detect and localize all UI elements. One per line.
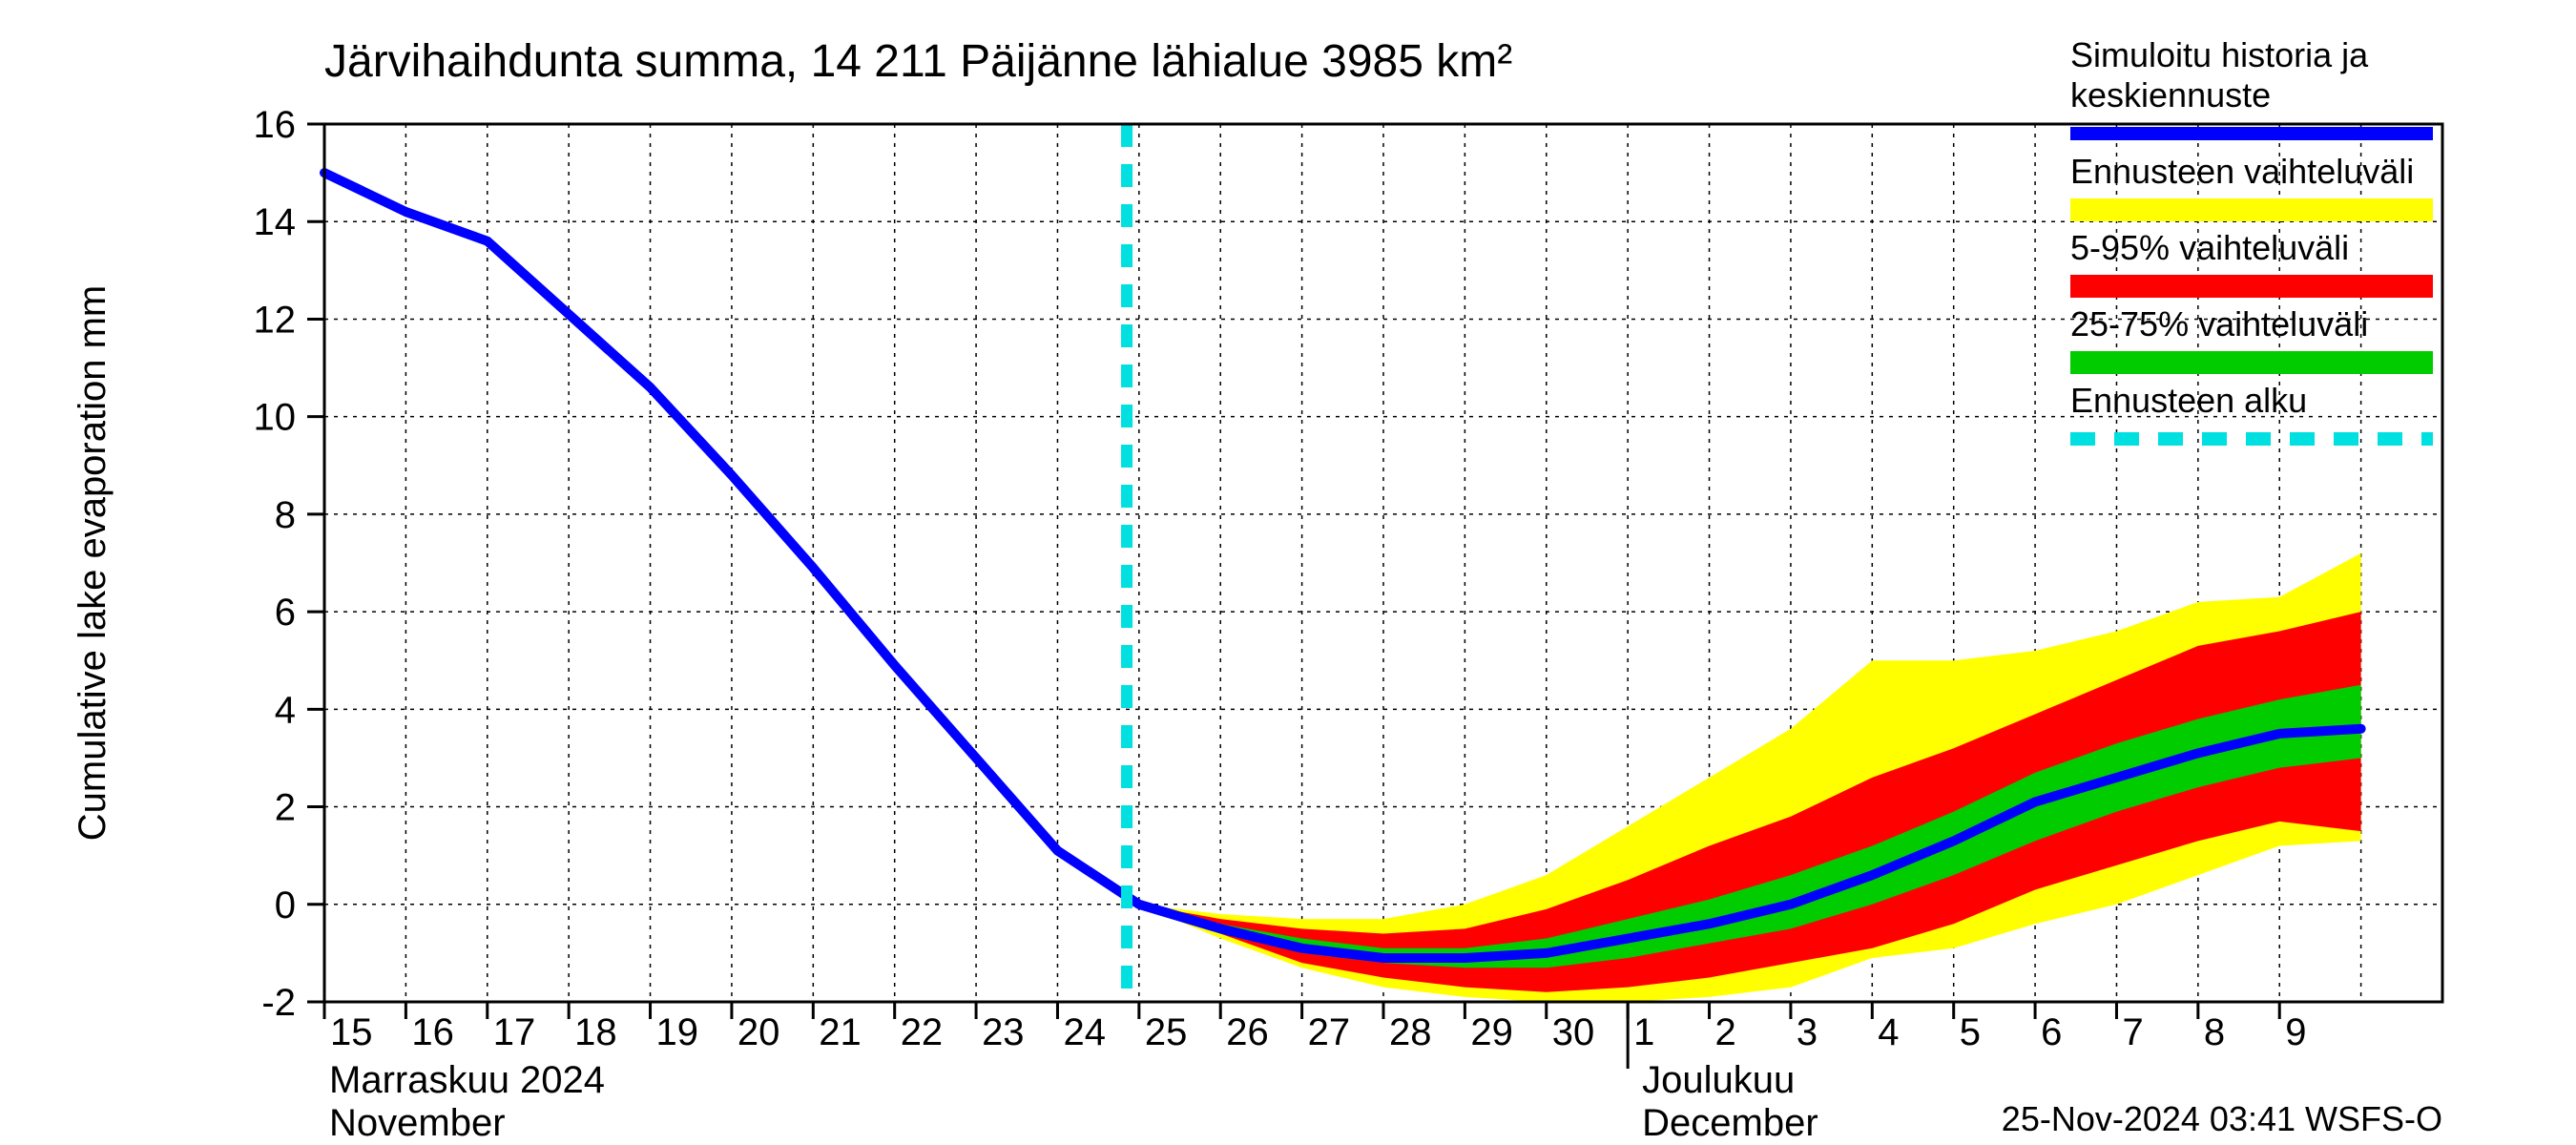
svg-text:12: 12 xyxy=(254,299,297,341)
x-tick-label: 4 xyxy=(1878,1011,1899,1053)
x-tick-label: 3 xyxy=(1797,1011,1818,1053)
svg-text:14: 14 xyxy=(254,201,297,243)
legend-swatch-box xyxy=(2070,351,2433,374)
x-tick-label: 16 xyxy=(411,1011,454,1053)
x-tick-label: 1 xyxy=(1633,1011,1654,1053)
x-tick-label: 27 xyxy=(1308,1011,1351,1053)
svg-text:0: 0 xyxy=(275,885,296,926)
x-tick-label: 25 xyxy=(1145,1011,1188,1053)
x-tick-label: 24 xyxy=(1063,1011,1106,1053)
x-tick-label: 8 xyxy=(2204,1011,2225,1053)
x-tick-label: 22 xyxy=(901,1011,944,1053)
month-label-left-bottom: November xyxy=(329,1102,506,1144)
x-tick-label: 29 xyxy=(1470,1011,1513,1053)
x-tick-label: 30 xyxy=(1552,1011,1595,1053)
legend-label: keskiennuste xyxy=(2070,75,2271,114)
x-tick-label: 21 xyxy=(819,1011,862,1053)
chart-svg: -202468101214161516171819202122232425262… xyxy=(0,0,2576,1145)
legend-label: 5-95% vaihteluväli xyxy=(2070,228,2349,267)
x-tick-label: 7 xyxy=(2122,1011,2143,1053)
svg-text:16: 16 xyxy=(254,104,297,146)
x-tick-label: 15 xyxy=(330,1011,373,1053)
x-tick-label: 20 xyxy=(737,1011,780,1053)
chart-container: -202468101214161516171819202122232425262… xyxy=(0,0,2576,1145)
svg-text:4: 4 xyxy=(275,689,296,731)
month-label-right-bottom: December xyxy=(1642,1102,1818,1144)
legend-label: 25-75% vaihteluväli xyxy=(2070,304,2368,344)
legend-label: Simuloitu historia ja xyxy=(2070,35,2369,74)
legend-swatch-box xyxy=(2070,198,2433,221)
svg-text:2: 2 xyxy=(275,787,296,829)
legend-label: Ennusteen alku xyxy=(2070,381,2307,420)
x-tick-label: 19 xyxy=(656,1011,699,1053)
chart-title: Järvihaihdunta summa, 14 211 Päijänne lä… xyxy=(324,36,1512,87)
svg-text:-2: -2 xyxy=(261,982,296,1024)
legend-label: Ennusteen vaihteluväli xyxy=(2070,152,2414,191)
legend-swatch-box xyxy=(2070,275,2433,298)
timestamp: 25-Nov-2024 03:41 WSFS-O xyxy=(2002,1099,2442,1138)
x-tick-label: 5 xyxy=(1960,1011,1981,1053)
x-tick-label: 6 xyxy=(2041,1011,2062,1053)
x-tick-label: 2 xyxy=(1715,1011,1736,1053)
y-axis-label: Cumulative lake evaporation mm xyxy=(72,285,114,841)
x-tick-label: 18 xyxy=(574,1011,617,1053)
x-tick-label: 17 xyxy=(493,1011,536,1053)
x-tick-label: 23 xyxy=(982,1011,1025,1053)
x-tick-label: 26 xyxy=(1226,1011,1269,1053)
svg-text:6: 6 xyxy=(275,592,296,634)
month-label-left-top: Marraskuu 2024 xyxy=(329,1059,605,1101)
month-label-right-top: Joulukuu xyxy=(1642,1059,1795,1101)
svg-text:8: 8 xyxy=(275,494,296,536)
x-tick-label: 28 xyxy=(1389,1011,1432,1053)
svg-text:10: 10 xyxy=(254,397,297,439)
x-tick-label: 9 xyxy=(2285,1011,2306,1053)
